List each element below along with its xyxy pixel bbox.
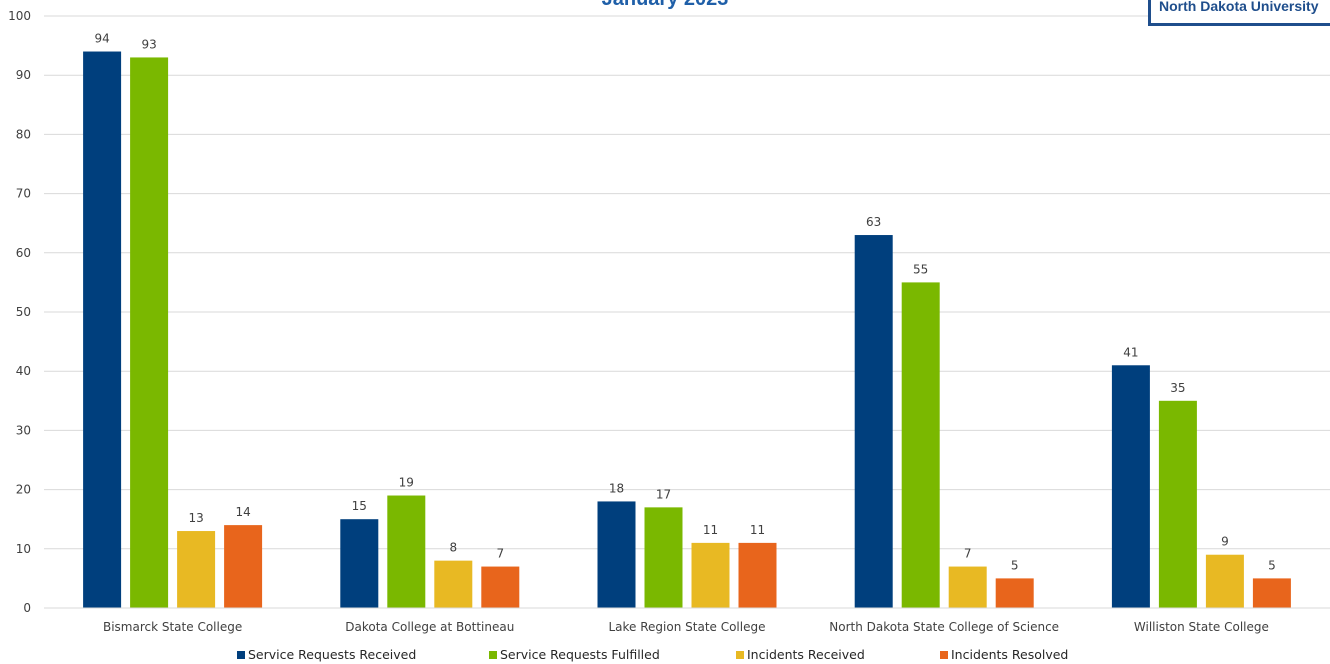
chart-title: January 2023 [0, 0, 1330, 11]
y-tick-label: 10 [16, 542, 31, 556]
legend-swatch [940, 651, 948, 659]
data-label: 15 [352, 499, 367, 513]
data-label: 94 [94, 32, 109, 46]
legend: Service Requests Received Service Reques… [0, 646, 1330, 664]
logo-text: North Dakota University [1159, 0, 1319, 14]
legend-swatch [237, 651, 245, 659]
data-label: 9 [1221, 535, 1229, 549]
data-label: 63 [866, 215, 881, 229]
legend-item-service-requests-fulfilled: Service Requests Fulfilled [489, 646, 660, 664]
bar [644, 507, 683, 608]
data-label: 5 [1268, 558, 1276, 572]
legend-swatch [736, 651, 744, 659]
bar [691, 542, 730, 608]
bar [1252, 578, 1291, 608]
bar [995, 578, 1034, 608]
y-tick-label: 0 [23, 601, 31, 615]
bar [1205, 554, 1244, 608]
bar [1111, 365, 1150, 608]
x-tick-label: Williston State College [1134, 620, 1269, 634]
data-label: 7 [496, 547, 504, 561]
y-tick-label: 20 [16, 483, 31, 497]
y-axis: 0 10 20 30 40 50 60 70 80 90 100 [8, 9, 31, 615]
y-tick-label: 70 [16, 187, 31, 201]
data-label: 19 [399, 476, 414, 490]
data-label: 8 [449, 541, 457, 555]
legend-label: Incidents Resolved [951, 647, 1069, 662]
data-label: 35 [1170, 381, 1185, 395]
bar [854, 235, 893, 609]
y-tick-label: 100 [8, 9, 31, 23]
y-tick-label: 30 [16, 423, 31, 437]
data-labels: 94 93 13 14 15 19 8 7 18 17 11 11 63 55 7 5 41 35 9 5 [94, 32, 1275, 573]
x-tick-label: Dakota College at Bottineau [345, 620, 514, 634]
data-label: 41 [1123, 345, 1138, 359]
legend-item-incidents-resolved: Incidents Resolved [940, 646, 1068, 664]
legend-item-service-requests-received: Service Requests Received [237, 646, 416, 664]
x-tick-label: Lake Region State College [608, 620, 765, 634]
legend-item-incidents-received: Incidents Received [736, 646, 865, 664]
x-axis: Bismarck State College Dakota College at … [44, 607, 1330, 634]
bar [434, 560, 473, 608]
data-label: 7 [964, 547, 972, 561]
data-label: 93 [141, 37, 156, 51]
bar [387, 495, 426, 608]
bar [130, 57, 169, 608]
legend-swatch [489, 651, 497, 659]
bar [224, 525, 263, 608]
data-label: 18 [609, 481, 624, 495]
y-tick-label: 50 [16, 305, 31, 319]
data-label: 11 [750, 523, 765, 537]
bars [83, 51, 1291, 609]
x-tick-label: North Dakota State College of Science [829, 620, 1059, 634]
legend-label: Incidents Received [747, 647, 865, 662]
x-tick-label: Bismarck State College [103, 620, 242, 634]
bar [83, 51, 122, 608]
bar [597, 501, 636, 608]
data-label: 13 [188, 511, 203, 525]
y-tick-label: 60 [16, 246, 31, 260]
bar [901, 282, 940, 608]
ndus-logo: North Dakota University [1148, 0, 1330, 26]
legend-label: Service Requests Fulfilled [500, 647, 660, 662]
y-tick-label: 90 [16, 68, 31, 82]
y-tick-label: 80 [16, 127, 31, 141]
data-label: 11 [703, 523, 718, 537]
bar [177, 531, 216, 608]
bar [481, 566, 520, 608]
legend-label: Service Requests Received [248, 647, 417, 662]
data-label: 5 [1011, 558, 1019, 572]
data-label: 17 [656, 487, 671, 501]
bar [738, 542, 777, 608]
y-tick-label: 40 [16, 364, 31, 378]
bar [948, 566, 987, 608]
data-label: 55 [913, 262, 928, 276]
bar [1158, 400, 1197, 608]
bar [340, 519, 379, 608]
data-label: 14 [235, 505, 250, 519]
